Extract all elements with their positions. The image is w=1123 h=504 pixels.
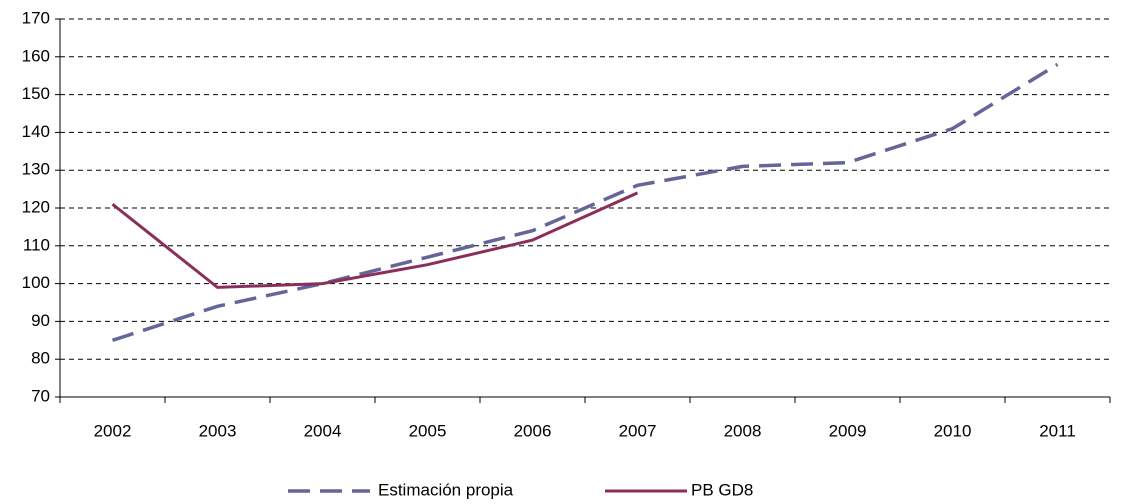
y-tick-label: 80	[31, 349, 50, 368]
y-tick-label: 110	[23, 235, 50, 254]
x-tick-label: 2007	[619, 421, 657, 440]
x-tick-label: 2004	[304, 421, 342, 440]
legend-label: Estimación propia	[378, 480, 514, 499]
x-tick-label: 2011	[1039, 421, 1076, 440]
y-tick-label: 170	[22, 8, 50, 27]
y-tick-label: 140	[22, 122, 50, 141]
y-tick-label: 70	[31, 386, 50, 405]
x-tick-label: 2003	[199, 421, 237, 440]
y-tick-label: 120	[22, 197, 50, 216]
series-line	[111, 62, 1059, 342]
x-tick-label: 2008	[724, 421, 762, 440]
y-tick-label: 160	[22, 46, 50, 65]
legend-label: PB GD8	[691, 480, 753, 499]
x-tick-label: 2002	[94, 421, 132, 440]
y-tick-label: 100	[22, 273, 50, 292]
x-tick-label: 2009	[829, 421, 867, 440]
y-tick-label: 90	[31, 311, 50, 330]
y-tick-label: 150	[22, 84, 50, 103]
x-tick-label: 2010	[934, 421, 972, 440]
x-tick-label: 2005	[409, 421, 447, 440]
x-tick-label: 2006	[514, 421, 552, 440]
y-tick-label: 130	[22, 160, 50, 179]
series-line	[111, 191, 639, 289]
